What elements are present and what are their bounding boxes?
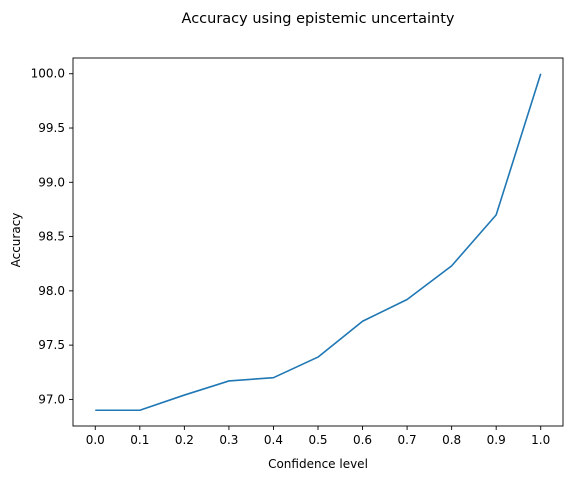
y-tick-label: 99.5 xyxy=(38,121,65,135)
x-tick-label: 0.2 xyxy=(175,433,194,447)
x-tick-label: 1.0 xyxy=(531,433,550,447)
x-tick-label: 0.9 xyxy=(487,433,506,447)
chart-title: Accuracy using epistemic uncertainty xyxy=(182,11,455,27)
x-tick-label: 0.7 xyxy=(398,433,417,447)
y-tick-label: 100.0 xyxy=(31,67,65,81)
y-tick-label: 97.5 xyxy=(38,338,65,352)
x-tick-label: 0.8 xyxy=(442,433,461,447)
y-axis-ticks: 97.0 97.5 98.0 98.5 99.0 99.5 100.0 xyxy=(31,67,73,406)
x-axis-ticks: 0.0 0.1 0.2 0.3 0.4 0.5 0.6 0.7 0.8 0.9 1.0 xyxy=(86,426,550,447)
y-tick-label: 98.0 xyxy=(38,284,65,298)
axes-frame xyxy=(72,57,564,427)
y-axis-label: Accuracy xyxy=(9,213,23,268)
x-tick-label: 0.4 xyxy=(264,433,283,447)
series-group xyxy=(95,73,542,412)
x-tick-label: 0.3 xyxy=(219,433,238,447)
series-line xyxy=(95,73,542,412)
x-tick-label: 0.1 xyxy=(130,433,149,447)
y-tick-label: 97.0 xyxy=(38,392,65,406)
x-tick-label: 0.5 xyxy=(308,433,327,447)
x-tick-label: 0.6 xyxy=(353,433,372,447)
y-tick-label: 99.0 xyxy=(38,175,65,189)
plot-area: 0.0 0.1 0.2 0.3 0.4 0.5 0.6 0.7 0.8 0.9 1.0 97.097… xyxy=(31,57,564,447)
x-axis-label: Confidence level xyxy=(268,457,368,471)
x-tick-label: 0.0 xyxy=(86,433,105,447)
y-tick-label: 98.5 xyxy=(38,230,65,244)
